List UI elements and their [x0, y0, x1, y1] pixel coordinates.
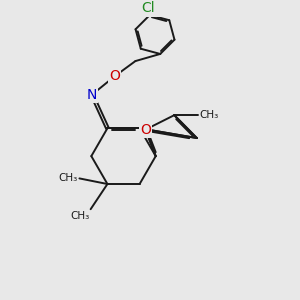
Text: CH₃: CH₃ — [200, 110, 219, 120]
Text: N: N — [87, 88, 97, 102]
Text: O: O — [109, 70, 120, 83]
Text: Cl: Cl — [141, 1, 155, 15]
Text: CH₃: CH₃ — [58, 173, 77, 183]
Text: CH₃: CH₃ — [70, 211, 89, 220]
Text: O: O — [140, 123, 151, 136]
